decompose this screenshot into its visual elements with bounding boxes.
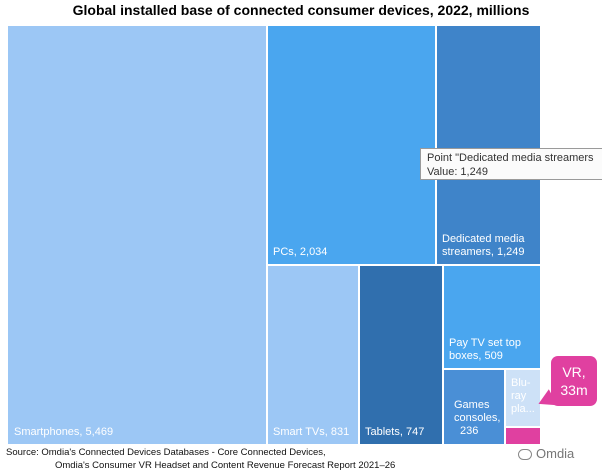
tile-label-dedicated-media-streamers: Dedicated media streamers, 1,249 (442, 233, 525, 258)
tooltip-point-name: Point "Dedicated media streamers (427, 152, 594, 164)
chart-title: Global installed base of connected consu… (72, 2, 530, 18)
tile-smart-tvs (268, 266, 358, 444)
vr-callout-label: VR, (562, 364, 586, 380)
tile-label-games-consoles: Games consoles, 236 (454, 399, 500, 437)
source-line-2: Omdia's Consumer VR Headset and Content … (55, 460, 396, 471)
tile-label-pcs: PCs, 2,034 (273, 246, 327, 258)
tile-label-pay-tv-set-top-boxes: Pay TV set top boxes, 509 (449, 337, 521, 362)
omdia-watermark: Omdia (518, 444, 598, 464)
tile-tablets (360, 266, 442, 444)
tile-pcs (268, 26, 435, 264)
source-note: Source: Omdia's Connected Devices Databa… (6, 446, 395, 472)
tile-label-smartphones: Smartphones, 5,469 (14, 426, 113, 438)
tile-dedicated-media-streamers (437, 26, 540, 264)
vr-callout: VR, 33m (551, 356, 597, 406)
tile-vr (506, 428, 540, 444)
tile-games-consoles (444, 370, 504, 444)
tooltip-value: Value: 1,249 (427, 166, 488, 178)
tile-smartphones (8, 26, 266, 444)
tile-blu-ray-players (506, 370, 540, 426)
tile-label-blu-ray-players: Blu-ray pla... (511, 377, 535, 415)
tile-pay-tv-set-top-boxes (444, 266, 540, 368)
watermark-text: Omdia (536, 446, 575, 461)
tile-label-smart-tvs: Smart TVs, 831 (273, 426, 349, 438)
chat-icon (518, 449, 532, 461)
vr-callout-value: 33m (560, 382, 588, 398)
data-point-tooltip: Point "Dedicated media streamers Value: … (420, 148, 602, 180)
source-line-1: Source: Omdia's Connected Devices Databa… (6, 447, 326, 458)
tile-label-tablets: Tablets, 747 (365, 426, 424, 438)
